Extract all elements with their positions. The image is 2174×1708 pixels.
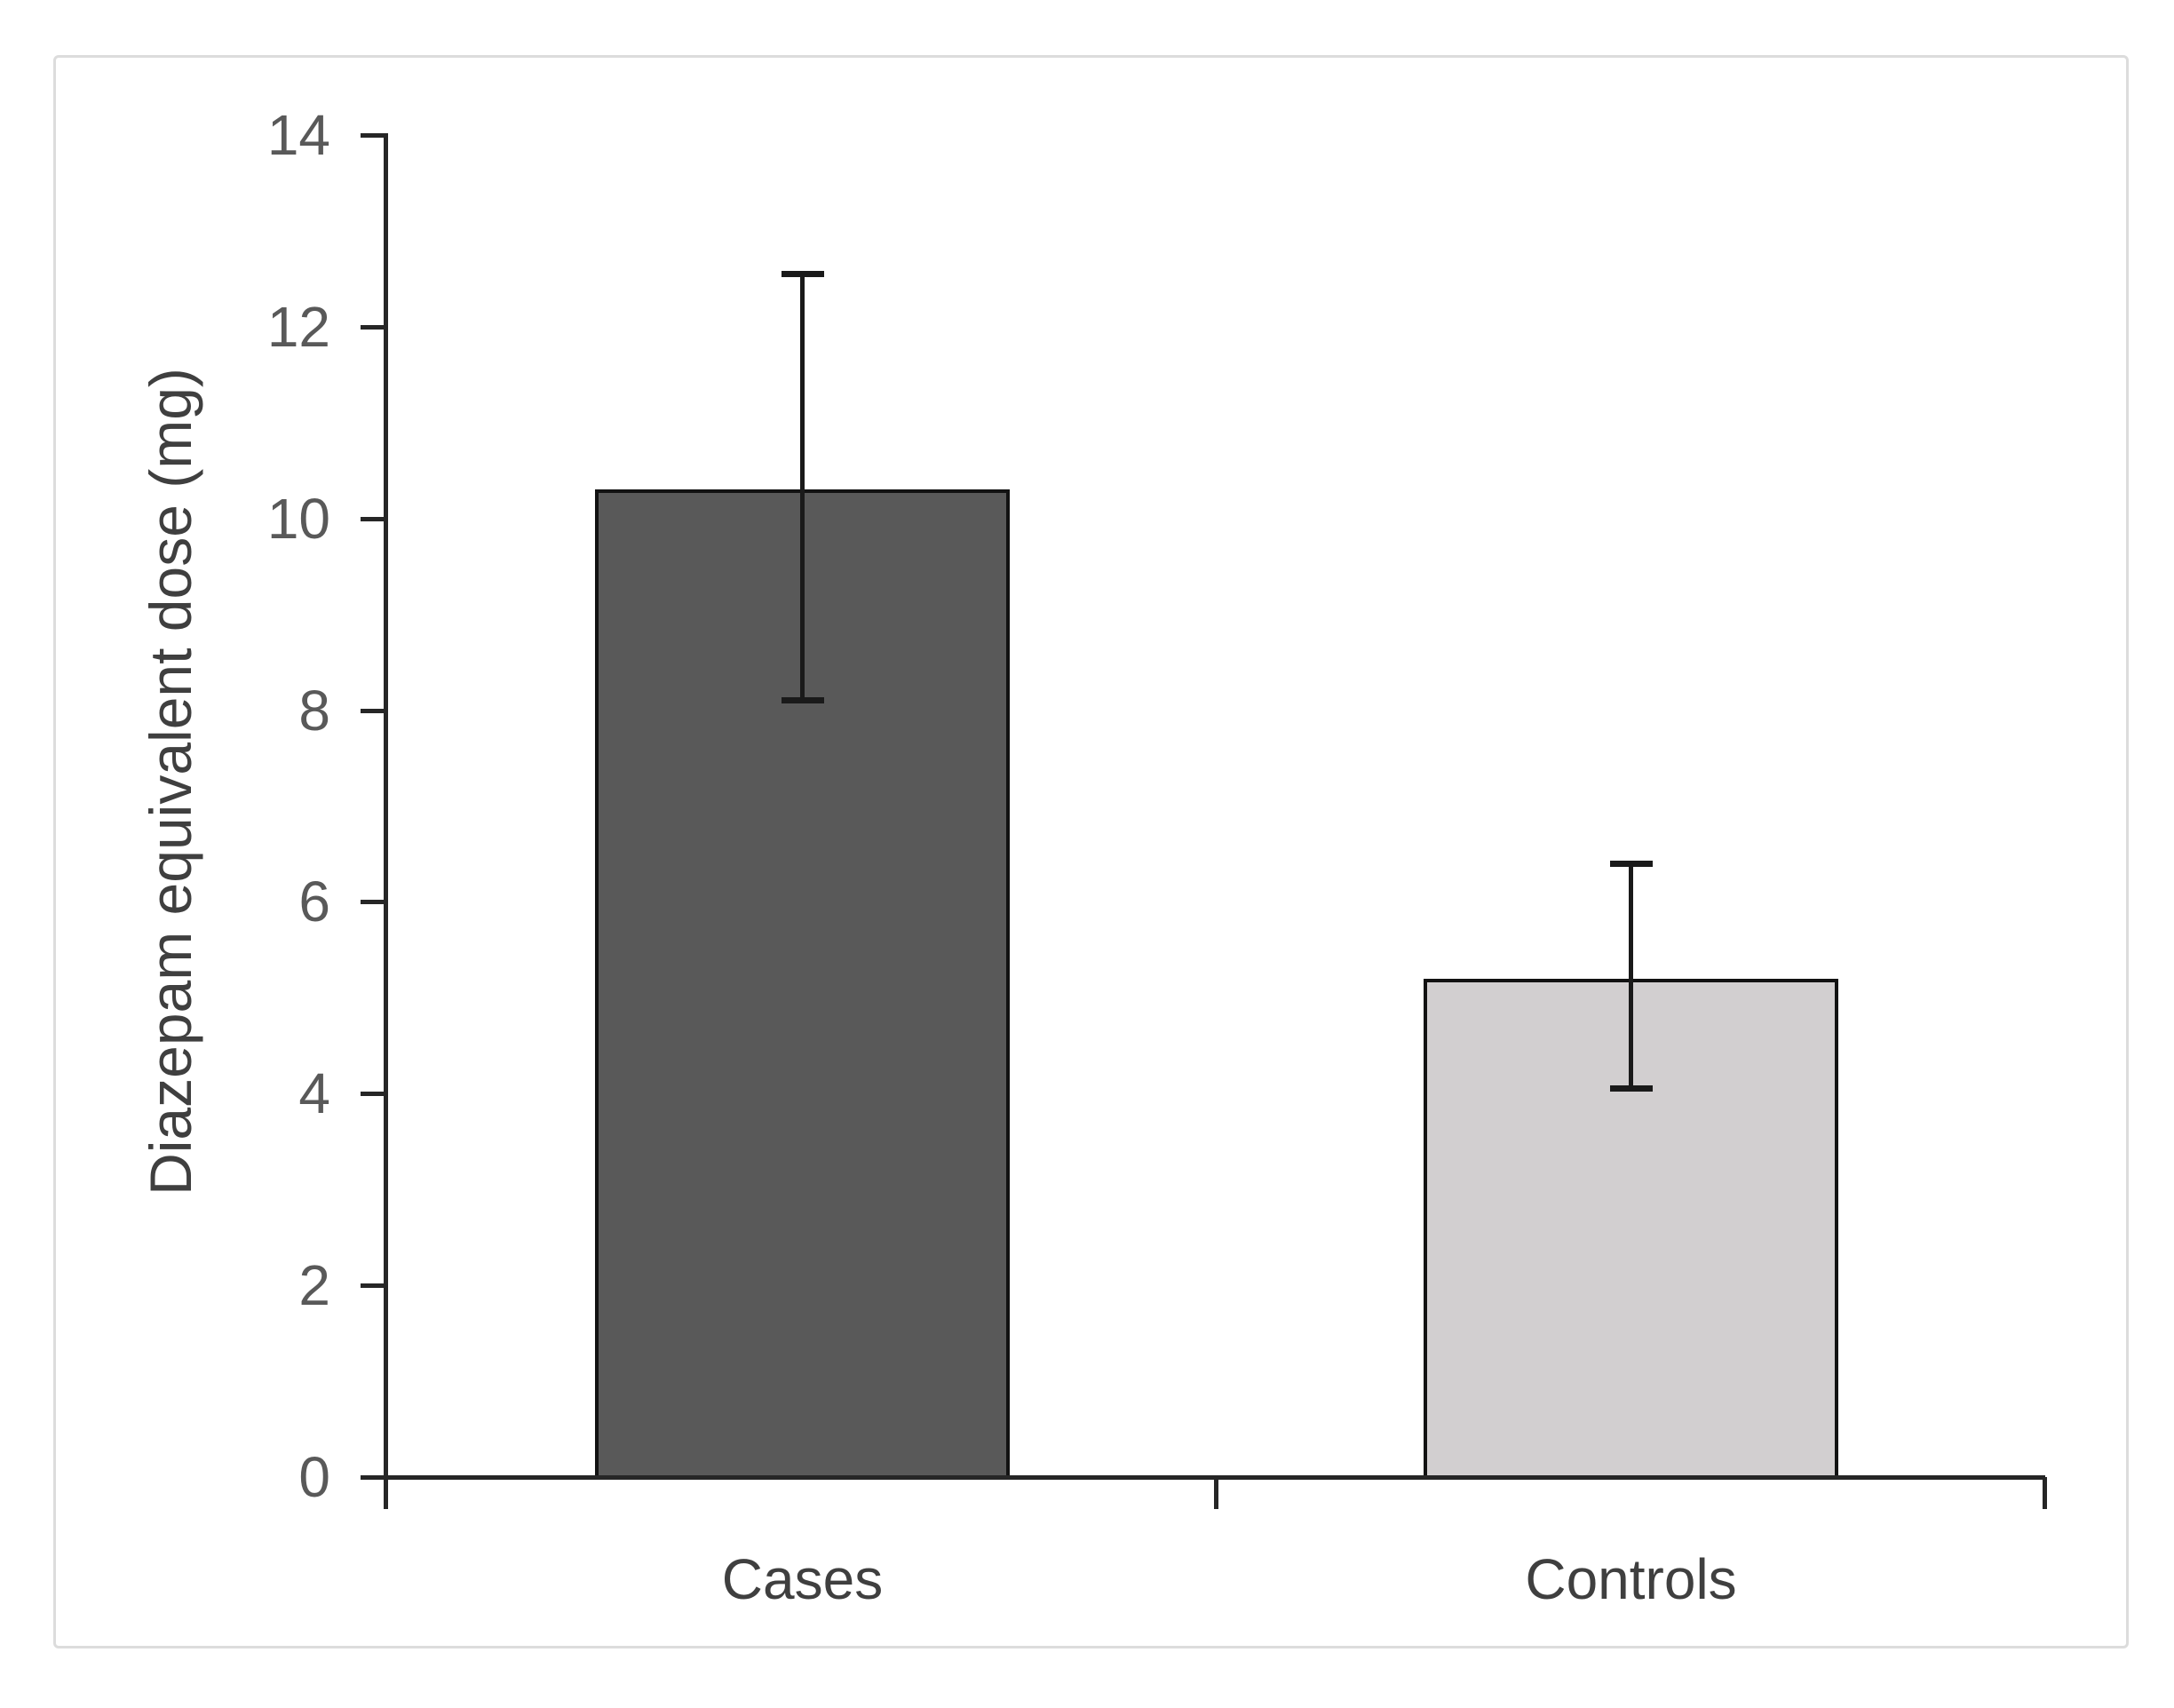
error-bar-upper-cap-cases bbox=[781, 271, 824, 278]
error-bar-line-controls bbox=[1629, 863, 1633, 1089]
error-bar-lower-cap-cases bbox=[781, 696, 824, 703]
y-tick-8 bbox=[361, 708, 384, 713]
y-tick-label-10: 10 bbox=[266, 486, 330, 551]
error-bar-upper-cap-controls bbox=[1609, 861, 1653, 868]
x-tick-2 bbox=[2043, 1477, 2047, 1509]
x-category-label-controls: Controls bbox=[1525, 1547, 1737, 1611]
y-tick-4 bbox=[361, 1092, 384, 1097]
y-tick-label-4: 4 bbox=[298, 1061, 330, 1126]
error-bar-lower-cap-controls bbox=[1609, 1084, 1653, 1092]
y-tick-label-6: 6 bbox=[298, 870, 330, 934]
y-tick-label-14: 14 bbox=[266, 103, 330, 167]
error-bar-line-cases bbox=[800, 274, 805, 701]
x-tick-1 bbox=[1214, 1477, 1218, 1509]
y-tick-0 bbox=[361, 1475, 384, 1480]
x-category-label-cases: Cases bbox=[721, 1547, 884, 1611]
y-tick-label-0: 0 bbox=[298, 1445, 330, 1509]
y-tick-14 bbox=[361, 133, 384, 138]
y-tick-2 bbox=[361, 1283, 384, 1289]
y-tick-10 bbox=[361, 516, 384, 521]
y-tick-label-8: 8 bbox=[298, 678, 330, 743]
y-tick-label-2: 2 bbox=[298, 1253, 330, 1318]
x-tick-0 bbox=[384, 1477, 388, 1509]
y-axis-line bbox=[384, 133, 388, 1481]
y-tick-6 bbox=[361, 900, 384, 905]
y-tick-label-12: 12 bbox=[266, 294, 330, 359]
y-tick-12 bbox=[361, 324, 384, 330]
